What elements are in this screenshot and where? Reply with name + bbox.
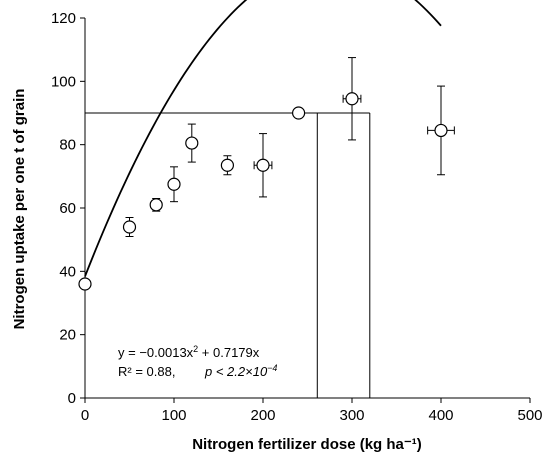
fit-equation-superscript: 2 [193,344,198,354]
y-tick-label: 20 [59,327,76,344]
data-point [220,158,234,172]
y-axis-title: Nitrogen uptake per one t of grain [11,89,28,330]
x-axis-title: Nitrogen fertilizer dose (kg ha⁻¹) [192,436,422,453]
data-point [149,198,163,212]
fit-equation: y = −0.0013x2 + 0.7179x [118,344,260,360]
y-tick-label: 120 [51,10,76,27]
y-tick-label: 80 [59,137,76,154]
data-point [292,106,306,120]
plot-area: 0 20 40 60 80 100 120 0 100 200 300 400 500 [51,0,543,424]
x-tick-label: 200 [250,407,275,424]
y-tick-label: 100 [51,73,76,90]
x-tick-label: 100 [161,407,186,424]
fit-equation-main: y = −0.0013x [118,345,194,360]
data-point [167,177,181,191]
data-point [256,158,270,172]
y-tick-label: 60 [59,200,76,217]
fit-r-squared: R² = 0.88, [118,364,175,379]
fit-curve [84,0,442,277]
fit-p-value: p < 2.2×10−4 [204,363,277,379]
y-tick-label: 40 [59,263,76,280]
y-tick-label: 0 [68,390,76,407]
data-point [345,92,359,106]
x-tick-label: 400 [428,407,453,424]
x-tick-label: 0 [81,407,89,424]
x-tick-label: 500 [517,407,542,424]
fit-equation-rest: + 0.7179x [198,345,260,360]
x-tick-label: 300 [339,407,364,424]
data-point [122,220,137,234]
fit-p-value-superscript: −4 [267,363,277,373]
data-point [185,136,199,150]
data-point [434,123,448,138]
fit-p-value-main: p < 2.2×10 [204,364,268,379]
data-point [78,277,92,291]
